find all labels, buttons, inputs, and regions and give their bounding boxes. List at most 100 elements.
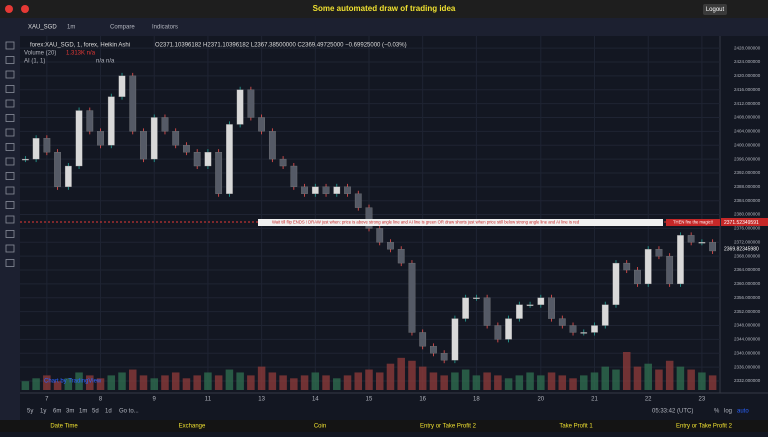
- pct[interactable]: %: [714, 409, 720, 415]
- volume-bar: [333, 378, 341, 390]
- tool-icon[interactable]: [5, 259, 15, 267]
- tool-icon[interactable]: [5, 56, 15, 64]
- volume-bar: [43, 375, 51, 390]
- y-tick-label: 2428.000000: [734, 45, 761, 50]
- candle: [677, 235, 684, 285]
- candle: [687, 235, 695, 243]
- annotation-box: [258, 219, 663, 226]
- range-button[interactable]: 5d: [92, 409, 99, 415]
- price-tag-box: [721, 218, 768, 226]
- volume-bar: [300, 375, 309, 390]
- volume-bar: [451, 372, 459, 390]
- range-button[interactable]: 6m: [53, 409, 61, 415]
- x-tick-label: 8: [99, 397, 103, 403]
- volume-bar: [483, 372, 491, 390]
- x-tick-label: 11: [205, 397, 212, 403]
- volume-bar: [590, 372, 599, 390]
- candle: [397, 249, 405, 264]
- candle: [558, 318, 566, 326]
- goto[interactable]: Go to...: [119, 409, 139, 415]
- candle: [290, 165, 298, 187]
- volume-bar: [214, 375, 223, 390]
- x-tick-label: 21: [591, 397, 598, 403]
- candle: [118, 75, 126, 97]
- tool-icon[interactable]: [5, 157, 15, 166]
- tool-icon[interactable]: [5, 215, 15, 224]
- volume-bar: [440, 375, 448, 390]
- tool-icon[interactable]: [5, 172, 15, 180]
- volume-bar: [322, 375, 330, 390]
- candle: [430, 346, 437, 354]
- tool-icon[interactable]: [5, 70, 15, 79]
- volume-bar: [118, 372, 126, 390]
- candle: [462, 297, 470, 319]
- range-button[interactable]: 3m: [66, 409, 74, 415]
- volume-bar: [247, 375, 255, 390]
- candle: [54, 152, 61, 187]
- y-tick-label: 2352.000000: [734, 309, 761, 314]
- range-button[interactable]: 1y: [40, 409, 46, 415]
- compare[interactable]: Compare: [110, 25, 135, 31]
- candle: [268, 131, 276, 160]
- auto[interactable]: auto: [737, 409, 749, 415]
- volume-bar: [128, 369, 137, 390]
- indicators[interactable]: Indicators: [152, 25, 178, 31]
- candle: [204, 152, 212, 167]
- candle: [301, 186, 308, 194]
- range-button[interactable]: 5y: [27, 409, 33, 415]
- tool-icon[interactable]: [5, 143, 15, 151]
- volume-bar: [150, 378, 158, 390]
- x-tick-label: 15: [366, 397, 373, 403]
- range-button[interactable]: 1m: [79, 409, 87, 415]
- x-tick-label: 18: [473, 397, 480, 403]
- candle: [505, 318, 512, 340]
- log[interactable]: log: [724, 409, 732, 415]
- interval[interactable]: 1m: [67, 25, 75, 31]
- candle: [666, 256, 674, 285]
- last-price: 2369.82345980: [724, 246, 759, 252]
- logout-button[interactable]: [703, 4, 727, 15]
- tool-icon[interactable]: [5, 128, 15, 137]
- candle: [569, 325, 577, 333]
- volume-bar: [472, 375, 481, 390]
- candle: [140, 131, 147, 160]
- volume-bar: [182, 378, 191, 390]
- symbol[interactable]: XAU_SGD: [28, 25, 57, 31]
- volume-bar: [580, 375, 588, 390]
- candle: [419, 332, 427, 347]
- watermark: Chart by TradingView: [44, 379, 102, 385]
- volume-bar: [139, 375, 148, 390]
- tool-icon[interactable]: [5, 201, 15, 209]
- range-button[interactable]: 1d: [105, 409, 112, 415]
- volume-bar: [408, 360, 416, 390]
- tool-icon[interactable]: [5, 41, 15, 50]
- candle: [129, 75, 137, 132]
- tool-icon[interactable]: [5, 244, 15, 253]
- y-tick-label: 2392.000000: [734, 170, 761, 175]
- candle: [601, 304, 609, 326]
- tool-icon[interactable]: [5, 230, 15, 238]
- candle: [473, 297, 480, 299]
- y-tick-label: 2364.000000: [734, 267, 761, 272]
- tool-icon[interactable]: [5, 114, 15, 122]
- y-tick-label: 2400.000000: [734, 142, 761, 147]
- tool-icon[interactable]: [5, 85, 15, 93]
- volume-bar: [236, 372, 244, 390]
- legend-volume: Volume (20): [24, 51, 56, 57]
- tool-icon[interactable]: [5, 99, 15, 108]
- y-tick-label: 2336.000000: [734, 364, 761, 369]
- volume-bar: [676, 366, 685, 390]
- y-tick-label: 2356.000000: [734, 295, 761, 300]
- y-tick-label: 2348.000000: [734, 323, 761, 328]
- tool-icon[interactable]: [5, 186, 15, 195]
- candle: [344, 186, 351, 194]
- candle: [333, 186, 341, 194]
- candle: [623, 262, 631, 271]
- price-tag: 2371.52349591: [724, 220, 759, 226]
- volume-bar: [547, 372, 556, 390]
- footer-label: Exchange: [179, 424, 206, 430]
- candle: [644, 249, 652, 285]
- volume-bar: [32, 378, 40, 390]
- candle: [32, 138, 40, 160]
- volume-bar: [354, 372, 363, 390]
